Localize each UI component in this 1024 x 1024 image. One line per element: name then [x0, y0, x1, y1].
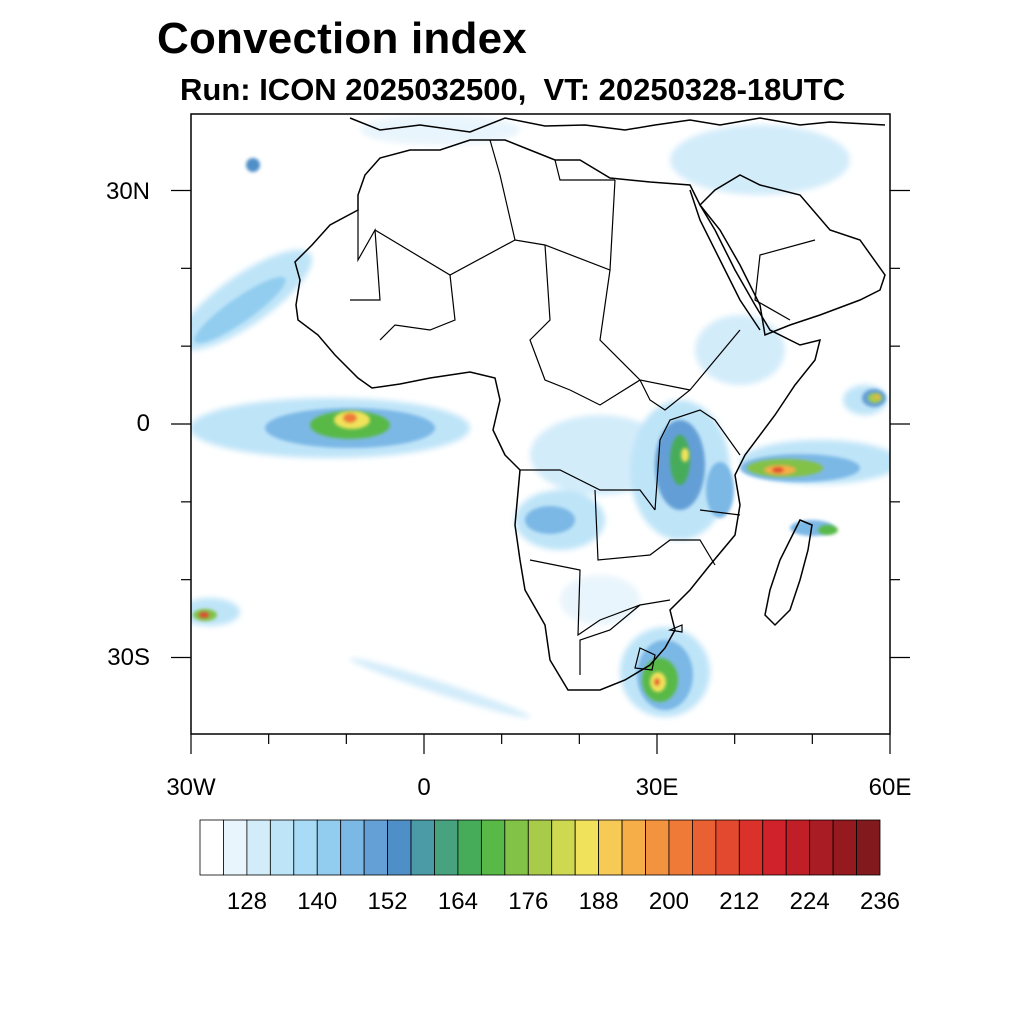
colorbar-swatch [809, 819, 834, 876]
colorbar-swatch [621, 819, 646, 876]
colorbar-swatch [832, 819, 857, 876]
colorbar-tick-label: 176 [508, 888, 549, 915]
mediterranean-north [349, 117, 886, 133]
colorbar-swatch [692, 819, 717, 876]
coastlines [294, 117, 886, 691]
colorbar-swatch [504, 819, 529, 876]
colorbar-swatch [269, 819, 295, 876]
colorbar-swatch [246, 819, 271, 876]
colorbar-tick-label: 224 [789, 888, 830, 915]
colorbar-tick-label: 128 [226, 888, 267, 915]
convection-field [191, 115, 890, 718]
colorbar-tick-label: 236 [859, 888, 901, 915]
africa-coastline [294, 139, 822, 691]
country-borders [350, 139, 816, 675]
lon-label-0: 0 [417, 774, 431, 801]
colorbar-swatch [410, 819, 435, 876]
colorbar-swatch [785, 819, 811, 876]
colorbar-swatch [293, 819, 318, 876]
colorbar-swatch [199, 819, 224, 876]
colorbar-tick-label: 188 [578, 888, 619, 915]
colorbar-swatch [645, 819, 670, 876]
colorbar-swatch [340, 819, 365, 876]
colorbar-swatch [527, 819, 553, 876]
arabia-coastline [698, 174, 886, 337]
lon-label-30w: 30W [166, 774, 216, 801]
lon-label-30e: 30E [635, 774, 679, 801]
colorbar-tick-label: 152 [367, 888, 408, 915]
colorbar-swatch [574, 819, 600, 876]
colorbar-swatch [480, 819, 506, 876]
colorbar-swatch [715, 819, 740, 876]
colorbar-swatch [551, 819, 576, 876]
colorbar-tick-label: 200 [648, 888, 689, 915]
field-medium [194, 158, 886, 710]
colorbar-swatch [316, 819, 342, 876]
colorbar-swatch [668, 819, 693, 876]
lon-label-60e: 60E [868, 774, 912, 801]
madagascar [764, 519, 813, 627]
colorbar [199, 819, 881, 876]
lat-label-30s: 30S [107, 644, 150, 671]
red-sea-west [689, 189, 761, 331]
colorbar-swatch [387, 819, 412, 876]
colorbar-tick-label: 164 [437, 888, 478, 915]
colorbar-tick-label: 140 [297, 888, 338, 915]
colorbar-swatch [363, 819, 388, 876]
map-title: Convection index [157, 14, 527, 63]
lat-label-0: 0 [136, 410, 150, 437]
map-frame [171, 113, 910, 754]
colorbar-swatch [457, 819, 482, 876]
field-warm [199, 395, 880, 692]
colorbar-swatch [598, 819, 623, 876]
map-subtitle: Run: ICON 2025032500, VT: 20250328-18UTC [180, 72, 846, 107]
colorbar-swatch [856, 819, 881, 876]
lat-label-30n: 30N [105, 178, 150, 205]
colorbar-swatch [223, 819, 248, 876]
colorbar-swatch [738, 819, 764, 876]
colorbar-tick-label: 212 [719, 888, 760, 915]
colorbar-swatch [762, 819, 787, 876]
colorbar-swatch [434, 819, 459, 876]
